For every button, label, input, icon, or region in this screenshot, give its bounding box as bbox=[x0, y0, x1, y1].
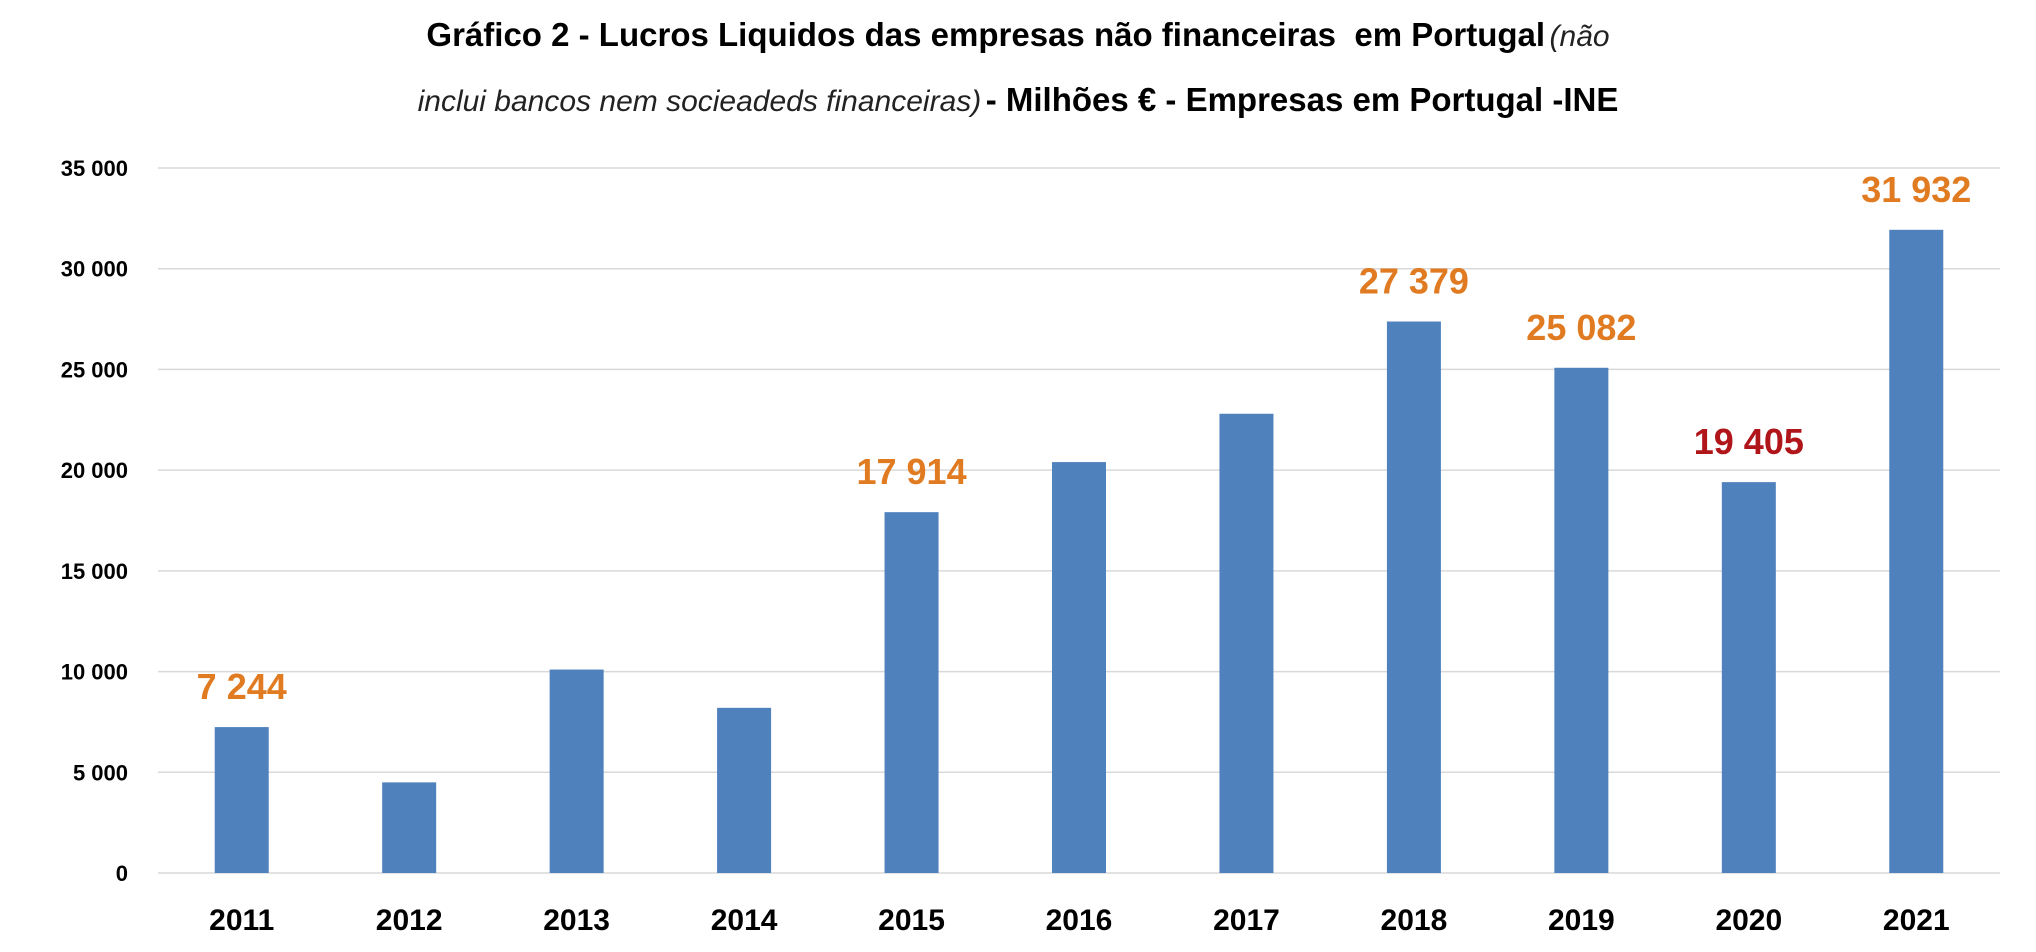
data-label: 7 244 bbox=[197, 666, 287, 707]
x-tick-label: 2018 bbox=[1381, 904, 1448, 937]
x-tick-label: 2014 bbox=[711, 904, 778, 937]
chart-title-line2-bold: - Milhões € - Empresas em Portugal -INE bbox=[985, 81, 1619, 118]
chart-title-line-2: inclui bancos nem socieadeds financeiras… bbox=[0, 71, 2036, 136]
y-tick-label: 10 000 bbox=[61, 660, 128, 685]
data-label: 19 405 bbox=[1694, 421, 1804, 462]
bar-2012 bbox=[382, 782, 437, 873]
data-label: 31 932 bbox=[1861, 169, 1971, 210]
y-tick-label: 20 000 bbox=[61, 458, 128, 483]
data-label: 17 914 bbox=[856, 451, 966, 492]
x-tick-label: 2012 bbox=[376, 904, 443, 937]
x-tick-label: 2021 bbox=[1883, 904, 1950, 937]
x-tick-label: 2016 bbox=[1046, 904, 1113, 937]
chart-title-line-1: Gráfico 2 - Lucros Liquidos das empresas… bbox=[0, 6, 2036, 71]
bar-2020 bbox=[1721, 482, 1776, 873]
y-tick-label: 30 000 bbox=[61, 257, 128, 282]
bar-2013 bbox=[549, 669, 604, 873]
chart-title: Gráfico 2 - Lucros Liquidos das empresas… bbox=[0, 6, 2036, 136]
data-label: 25 082 bbox=[1526, 307, 1636, 348]
x-tick-label: 2020 bbox=[1715, 904, 1782, 937]
y-tick-label: 0 bbox=[116, 861, 128, 886]
y-tick-label: 25 000 bbox=[61, 357, 128, 382]
x-tick-label: 2011 bbox=[209, 904, 274, 937]
bar-2019 bbox=[1554, 367, 1609, 873]
bar-2016 bbox=[1052, 462, 1106, 873]
bar-2021 bbox=[1889, 229, 1944, 873]
y-tick-label: 15 000 bbox=[61, 559, 128, 584]
bar-2017 bbox=[1219, 413, 1274, 873]
chart-title-line1-bold: Gráfico 2 - Lucros Liquidos das empresas… bbox=[426, 16, 1546, 53]
bar-2015 bbox=[884, 512, 939, 873]
x-tick-label: 2013 bbox=[543, 904, 610, 937]
y-tick-label: 5 000 bbox=[73, 760, 128, 785]
data-label: 27 379 bbox=[1359, 261, 1469, 302]
x-tick-label: 2015 bbox=[878, 904, 945, 937]
bar-2011 bbox=[214, 727, 269, 873]
chart-title-line1-italic: (não bbox=[1549, 20, 1610, 53]
y-tick-label: 35 000 bbox=[61, 156, 128, 181]
bar-2014 bbox=[717, 707, 772, 873]
chart-title-line2-italic: inclui bancos nem socieadeds financeiras… bbox=[417, 85, 982, 118]
x-tick-label: 2019 bbox=[1548, 904, 1615, 937]
x-tick-label: 2017 bbox=[1213, 904, 1280, 937]
bar-2018 bbox=[1386, 321, 1441, 873]
